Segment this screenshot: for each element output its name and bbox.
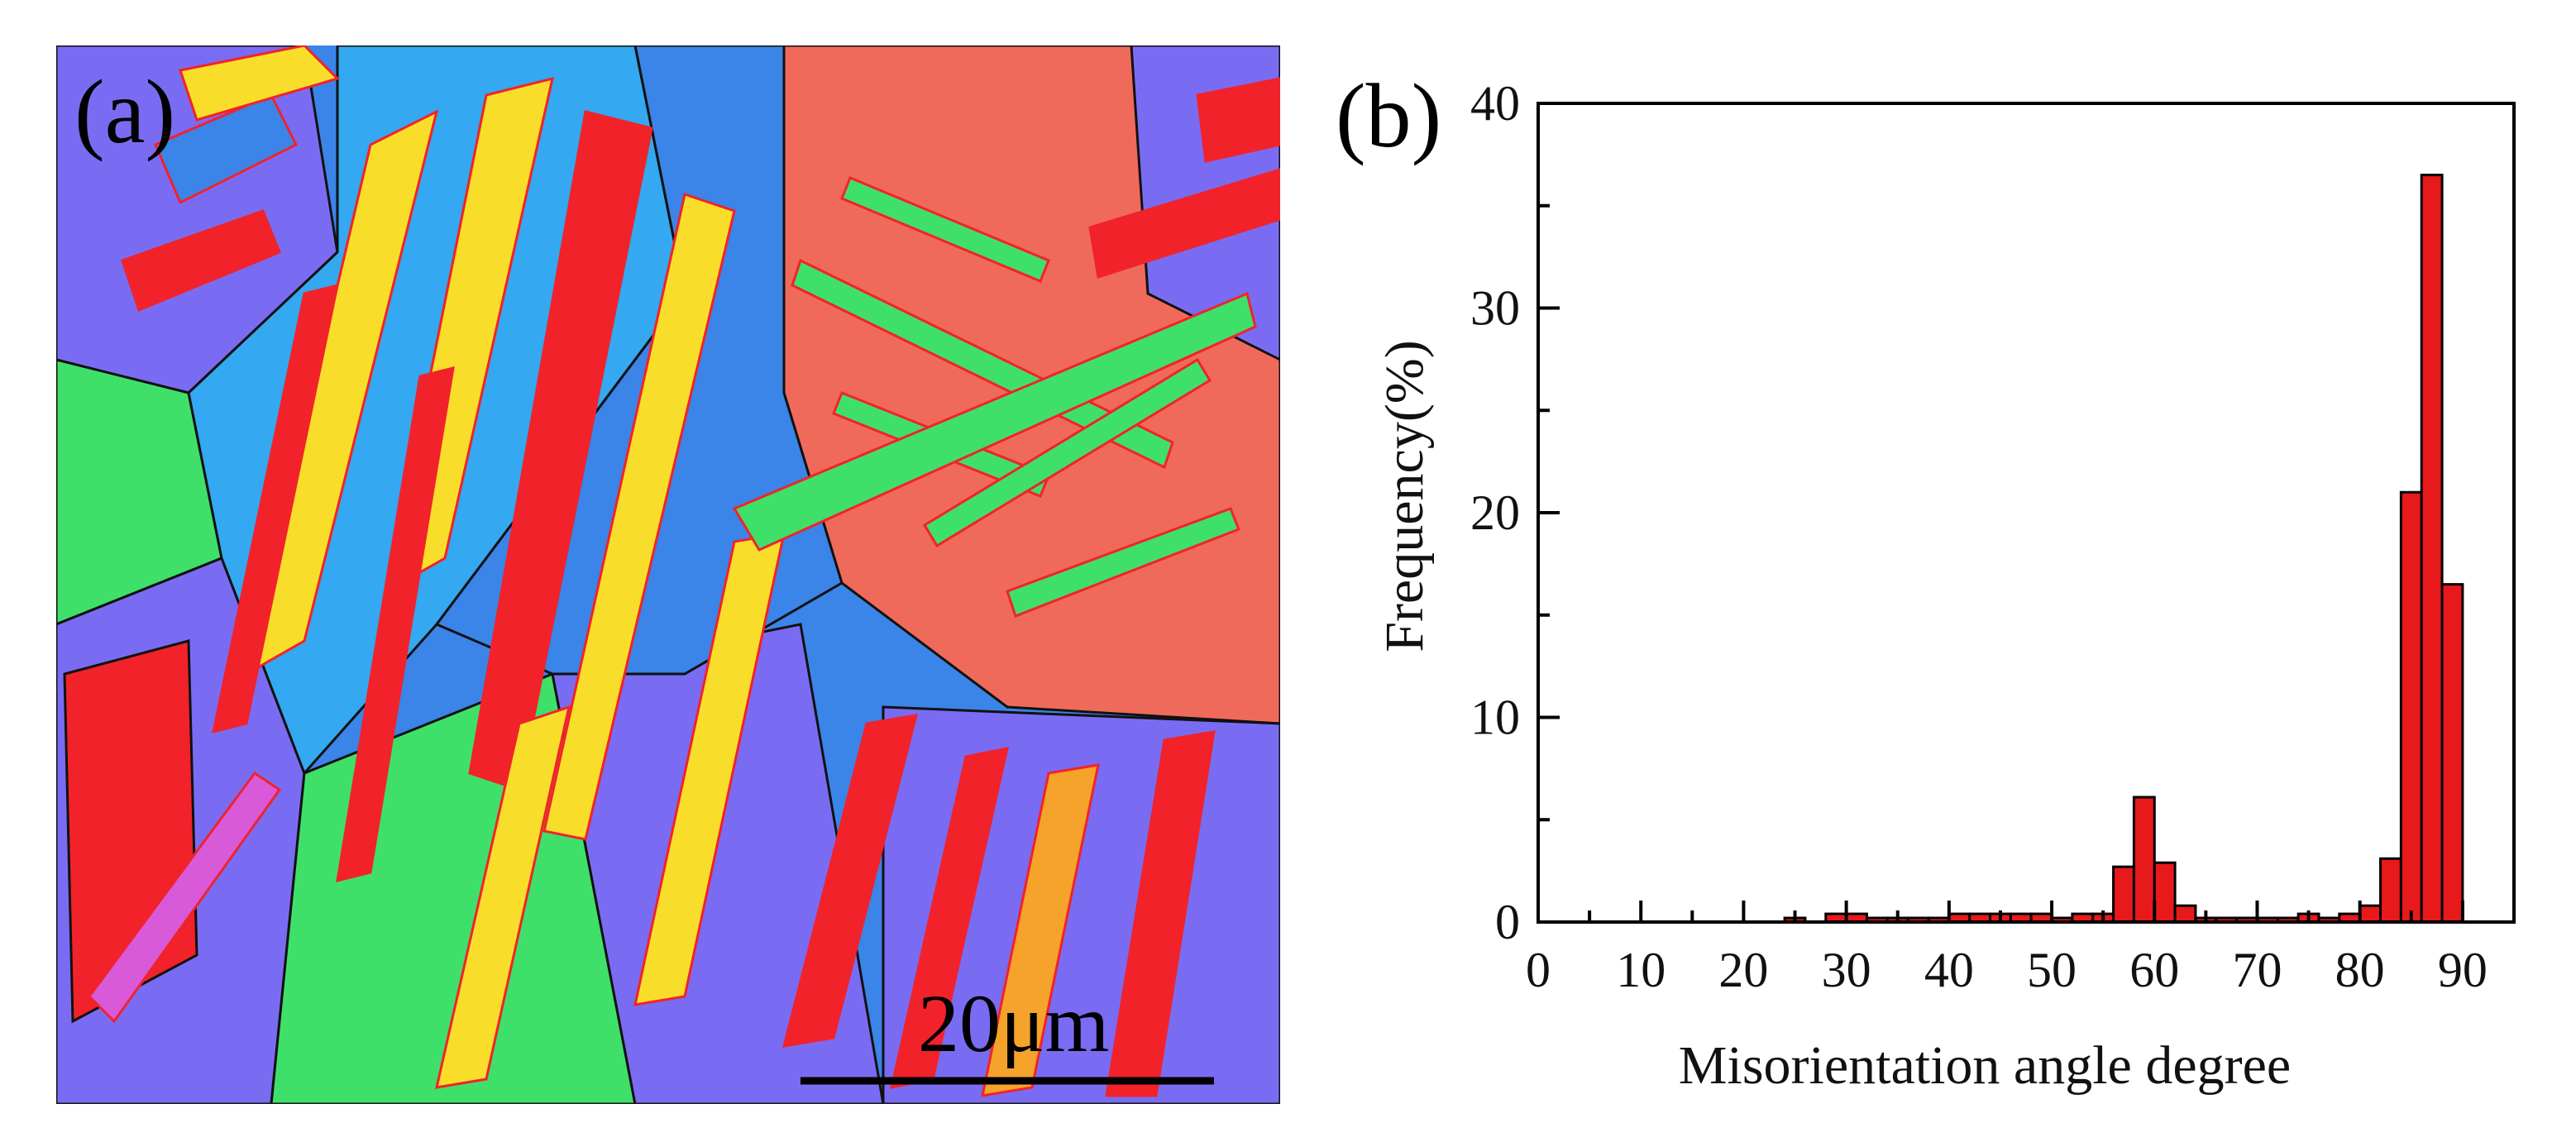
x-tick-label: 30 — [1822, 943, 1871, 997]
axes: 0 10 20 30 40 50 60 70 80 90 0 10 20 30 40 — [1470, 76, 2516, 997]
x-tick-label: 90 — [2438, 943, 2488, 997]
bars — [1783, 174, 2464, 924]
lath-yellow-3 — [542, 193, 736, 841]
lath-red-9 — [1088, 168, 1280, 279]
bar — [2399, 490, 2423, 924]
needle-green-5 — [840, 176, 1050, 283]
lath-red-6 — [1105, 730, 1216, 1097]
lath-red-7 — [121, 209, 281, 312]
panel-b-label: (b) — [1336, 65, 1442, 166]
lath-red-4 — [781, 714, 919, 1048]
needle-green-3 — [922, 357, 1212, 548]
bar — [2379, 857, 2402, 924]
x-tick-label: 60 — [2129, 943, 2179, 997]
x-tick-label: 10 — [1616, 943, 1666, 997]
bar — [2359, 904, 2382, 924]
x-tick-label: 70 — [2232, 943, 2282, 997]
lath-orange-1 — [981, 763, 1100, 1097]
bar — [2420, 174, 2444, 924]
x-tick-label: 80 — [2335, 943, 2385, 997]
misorientation-histogram: Frequency(%) Misorientation angle degree… — [1374, 76, 2516, 1096]
bar — [2153, 861, 2177, 924]
lath-yellow-6 — [179, 45, 340, 122]
bar — [2173, 904, 2197, 924]
ebsd-grains — [56, 45, 1280, 1104]
ebsd-map-image — [56, 45, 1280, 1104]
lath-red-8 — [1196, 77, 1280, 163]
scale-bar-label: 20μm — [918, 977, 1110, 1069]
y-tick-label: 20 — [1470, 485, 1520, 540]
y-tick-label: 40 — [1470, 76, 1520, 131]
x-tick-label: 0 — [1526, 943, 1551, 997]
lath-yellow-5 — [435, 705, 571, 1089]
panel-a-label: (a) — [74, 61, 176, 162]
x-axis-title: Misorientation angle degree — [1679, 1035, 2291, 1096]
y-tick-label: 0 — [1495, 895, 1520, 949]
y-axis-title: Frequency(%) — [1374, 340, 1435, 652]
bar — [2112, 865, 2135, 924]
lath-green-cross — [732, 291, 1257, 552]
lath-magenta-1 — [88, 771, 282, 1024]
plot-frame — [1537, 102, 2516, 924]
y-tick-label: 10 — [1470, 690, 1520, 745]
x-tick-label: 40 — [1924, 943, 1974, 997]
bar — [2132, 796, 2156, 924]
ebsd-orientation-map — [56, 45, 1280, 1104]
x-tick-label: 20 — [1718, 943, 1768, 997]
bar — [2440, 583, 2464, 924]
lath-blue-1 — [154, 93, 299, 205]
lath-red-3 — [336, 366, 455, 883]
lath-red-2 — [212, 283, 339, 734]
x-tick-label: 50 — [2027, 943, 2077, 997]
y-tick-label: 30 — [1470, 281, 1520, 336]
needle-green-4 — [1006, 507, 1240, 618]
